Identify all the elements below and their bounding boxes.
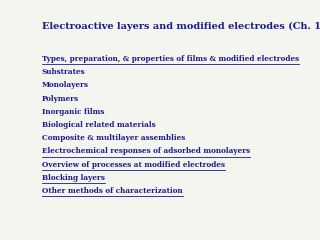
Text: Electroactive layers and modified electrodes (Ch. 14): Electroactive layers and modified electr… [42, 22, 320, 31]
Text: Electrochemical responses of adsorbed monolayers: Electrochemical responses of adsorbed mo… [42, 147, 250, 156]
Text: Composite & multilayer assemblies: Composite & multilayer assemblies [42, 134, 185, 142]
Text: Inorganic films: Inorganic films [42, 108, 104, 116]
Text: Substrates: Substrates [42, 68, 86, 76]
Text: Overview of processes at modified electrodes: Overview of processes at modified electr… [42, 161, 225, 168]
Text: Blocking layers: Blocking layers [42, 174, 105, 182]
Text: Polymers: Polymers [42, 95, 79, 102]
Text: Monolayers: Monolayers [42, 81, 89, 89]
Text: Other methods of characterization: Other methods of characterization [42, 187, 183, 195]
Text: Types, preparation, & properties of films & modified electrodes: Types, preparation, & properties of film… [42, 55, 299, 63]
Text: Biological related materials: Biological related materials [42, 121, 156, 129]
